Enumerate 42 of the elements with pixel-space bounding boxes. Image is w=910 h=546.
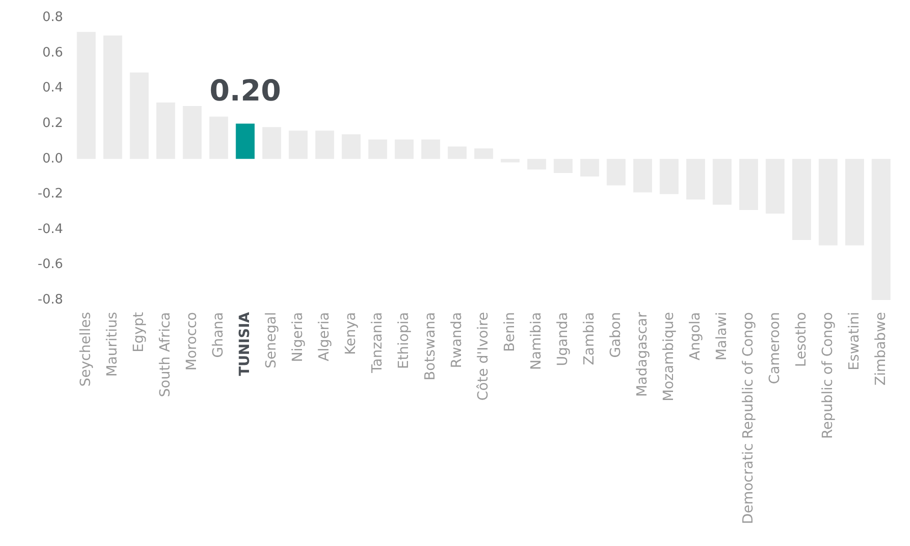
x-tick-label: Botswana <box>422 312 438 380</box>
y-tick-label: -0.8 <box>38 292 63 308</box>
x-tick-label: Senegal <box>263 312 280 368</box>
x-tick-label: Côte d'Ivoire <box>475 312 492 401</box>
x-tick-label: Madagascar <box>634 312 650 397</box>
x-tick-label: Mozambique <box>660 312 677 402</box>
y-tick-label: -0.2 <box>38 186 63 202</box>
x-tick-label: Gabon <box>608 312 624 358</box>
y-tick-label: -0.4 <box>38 222 63 237</box>
x-tick-label: Mauritius <box>104 312 120 377</box>
y-tick-label: 0.2 <box>42 116 63 131</box>
data-label: 0.20 <box>209 74 282 108</box>
x-tick-label: Democratic Republic of Congo <box>740 312 756 524</box>
y-tick-label: 0.6 <box>42 45 63 60</box>
x-tick-label: Kenya <box>342 312 359 355</box>
x-tick-label: Lesotho <box>793 312 810 367</box>
x-tick-label: TUNISIA <box>236 312 253 376</box>
bar <box>236 124 255 159</box>
x-tick-label: Ethiopia <box>396 312 412 370</box>
y-tick-label: -0.6 <box>38 257 63 272</box>
x-tick-label: Malawi <box>714 312 730 360</box>
x-tick-label: Benin <box>502 312 518 352</box>
x-tick-label: Zimbabwe <box>872 312 889 386</box>
x-tick-label: Rwanda <box>448 312 465 368</box>
x-tick-label: Egypt <box>130 312 147 352</box>
x-tick-label: Zambia <box>581 312 598 366</box>
y-tick-label: 0.0 <box>42 151 63 166</box>
y-tick-label: 0.4 <box>42 80 63 96</box>
x-tick-label: Nigeria <box>290 312 306 362</box>
x-tick-label: Algeria <box>316 312 332 362</box>
x-tick-label: Eswatini <box>846 312 862 370</box>
x-tick-label: South Africa <box>157 312 174 398</box>
y-tick-label: 0.8 <box>42 10 63 26</box>
x-tick-label: Seychelles <box>78 312 94 387</box>
x-tick-label: Republic of Congo <box>820 312 836 439</box>
x-tick-label: Cameroon <box>766 312 783 384</box>
x-tick-label: Namibia <box>528 312 544 370</box>
x-tick-label: Angola <box>687 312 704 360</box>
x-tick-label: Tanzania <box>369 312 386 374</box>
x-tick-label: Morocco <box>184 312 200 371</box>
x-tick-label: Uganda <box>554 312 571 366</box>
x-tick-label: Ghana <box>210 312 226 358</box>
